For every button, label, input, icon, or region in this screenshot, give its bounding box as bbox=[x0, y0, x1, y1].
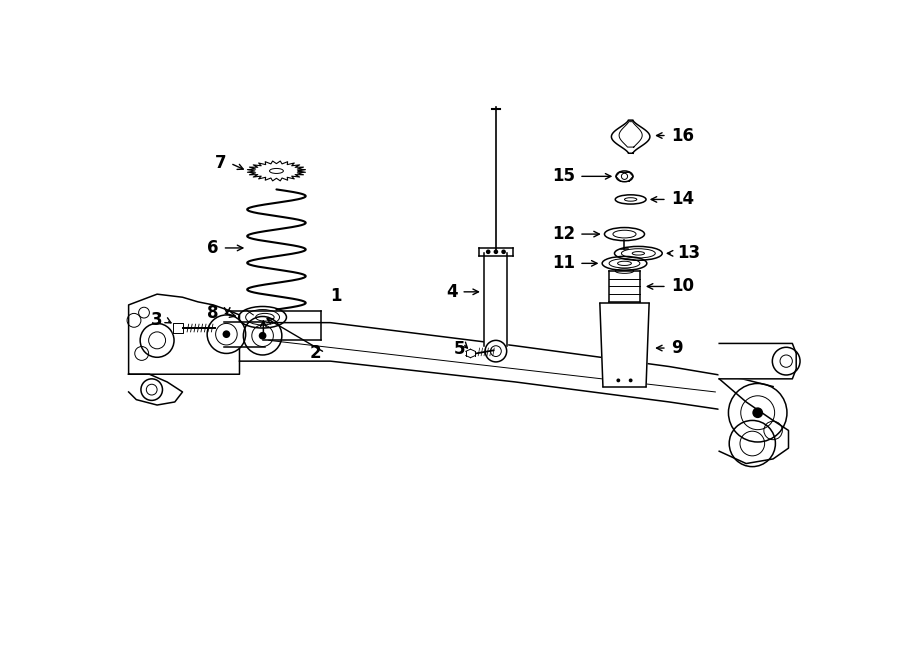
Polygon shape bbox=[239, 323, 773, 420]
Polygon shape bbox=[129, 294, 239, 374]
Circle shape bbox=[258, 332, 266, 340]
Text: 6: 6 bbox=[207, 239, 219, 257]
Text: 16: 16 bbox=[670, 126, 694, 145]
Text: 13: 13 bbox=[677, 245, 700, 262]
Text: 2: 2 bbox=[310, 344, 321, 362]
Text: 1: 1 bbox=[330, 287, 342, 305]
Circle shape bbox=[501, 249, 506, 254]
Text: 15: 15 bbox=[553, 167, 575, 185]
Polygon shape bbox=[248, 161, 305, 181]
Polygon shape bbox=[611, 120, 650, 153]
Polygon shape bbox=[129, 374, 183, 405]
Polygon shape bbox=[609, 271, 640, 302]
Circle shape bbox=[616, 379, 620, 382]
Text: 11: 11 bbox=[553, 254, 575, 272]
Text: 10: 10 bbox=[670, 278, 694, 295]
Polygon shape bbox=[224, 322, 265, 346]
Text: 14: 14 bbox=[670, 190, 694, 208]
Text: 8: 8 bbox=[207, 303, 219, 322]
Polygon shape bbox=[484, 253, 508, 346]
Text: 4: 4 bbox=[446, 283, 457, 301]
Circle shape bbox=[222, 330, 230, 338]
Text: 9: 9 bbox=[670, 339, 682, 357]
Text: 12: 12 bbox=[552, 225, 575, 243]
Circle shape bbox=[629, 379, 633, 382]
Text: 7: 7 bbox=[215, 154, 227, 173]
Polygon shape bbox=[479, 248, 513, 256]
Circle shape bbox=[752, 407, 763, 418]
Circle shape bbox=[493, 249, 499, 254]
Circle shape bbox=[486, 249, 491, 254]
Text: 3: 3 bbox=[151, 311, 163, 329]
Polygon shape bbox=[719, 379, 788, 463]
Text: 5: 5 bbox=[454, 340, 465, 358]
Polygon shape bbox=[599, 303, 649, 387]
Polygon shape bbox=[719, 344, 796, 379]
Polygon shape bbox=[174, 323, 183, 333]
